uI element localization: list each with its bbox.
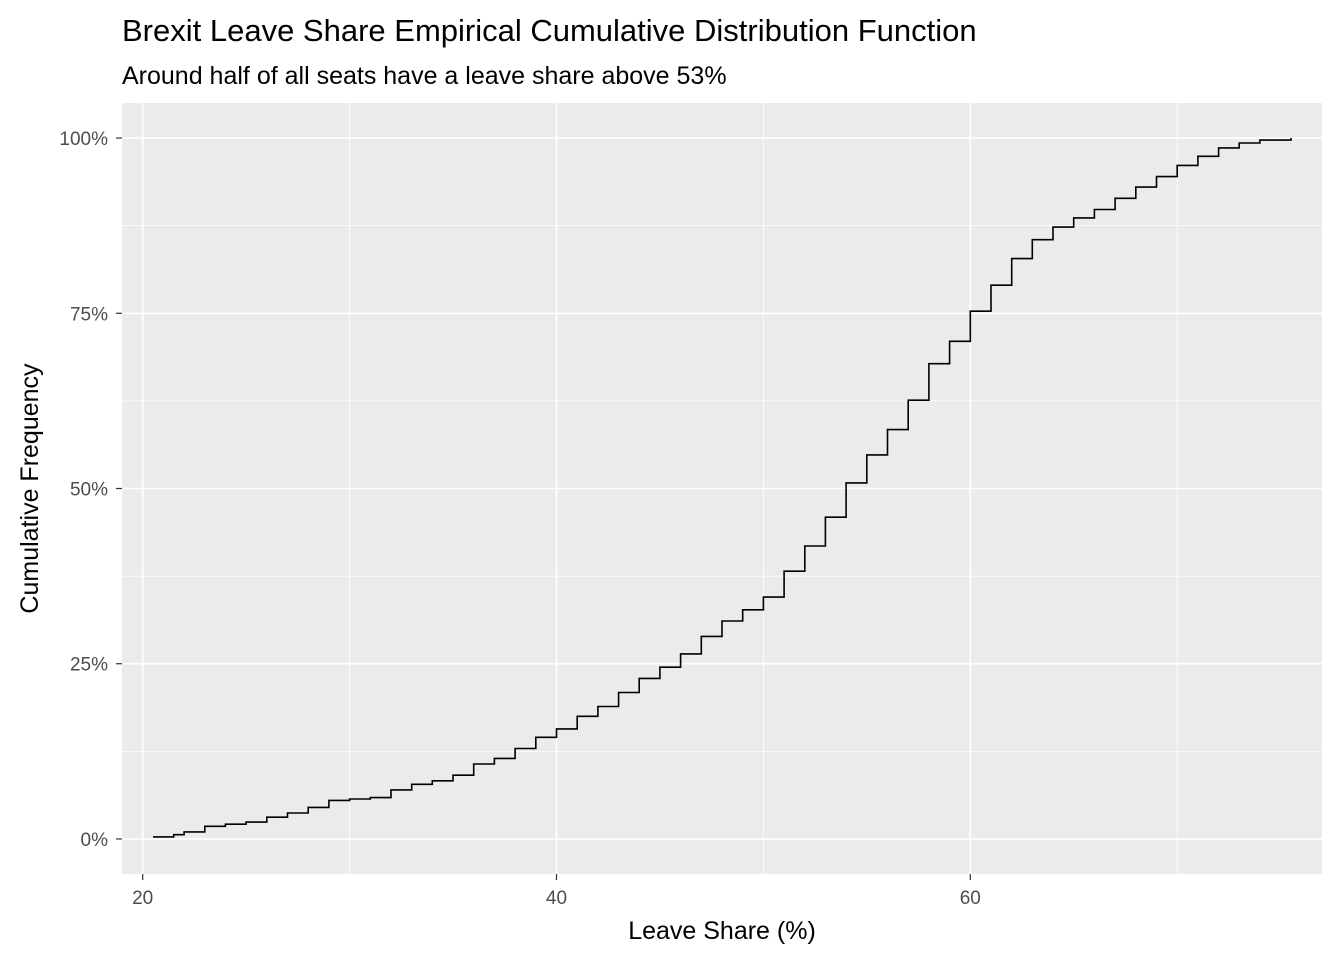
chart-subtitle: Around half of all seats have a leave sh…	[122, 62, 727, 90]
y-tick-label: 25%	[70, 655, 108, 676]
y-tick-label: 100%	[59, 129, 108, 150]
x-tick-label: 20	[132, 888, 153, 909]
x-tick-label: 60	[960, 888, 981, 909]
ecdf-line	[153, 138, 1292, 838]
y-tick-label: 75%	[70, 304, 108, 325]
y-tick-label: 0%	[81, 830, 109, 851]
x-axis: 20 40 60	[132, 874, 981, 909]
y-tick-label: 50%	[70, 480, 108, 501]
x-tick-label: 40	[546, 888, 567, 909]
x-axis-title: Leave Share (%)	[628, 917, 816, 945]
y-axis: 0% 25% 50% 75% 100%	[59, 129, 122, 851]
chart-title: Brexit Leave Share Empirical Cumulative …	[122, 13, 977, 48]
y-axis-title: Cumulative Frequency	[16, 363, 44, 614]
grid-major	[122, 103, 1322, 874]
